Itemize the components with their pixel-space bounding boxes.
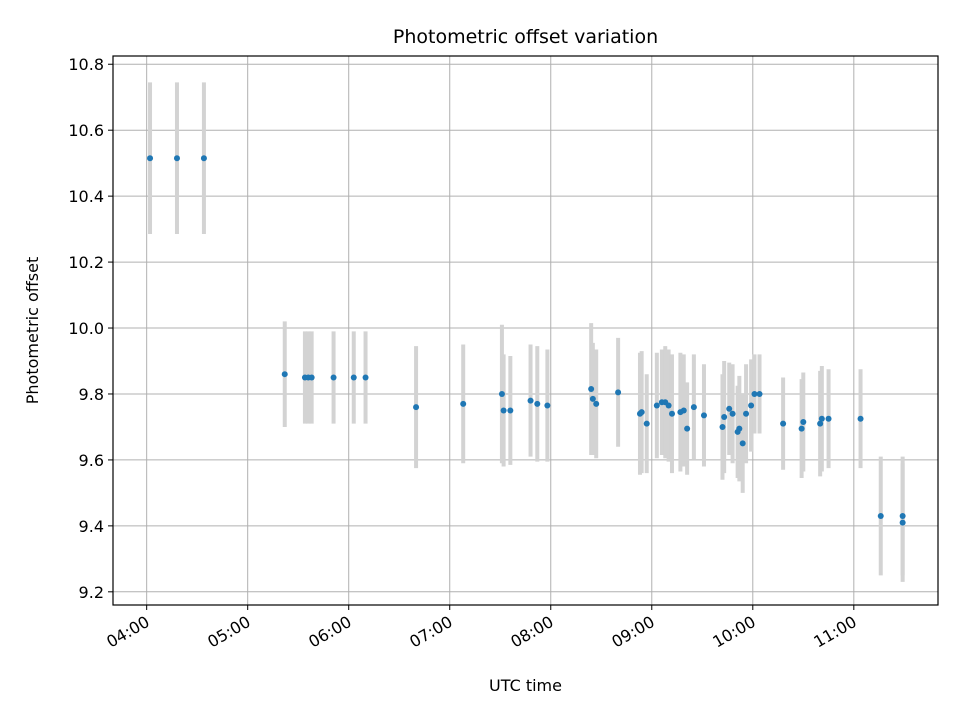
data-point bbox=[498, 390, 505, 397]
data-point bbox=[798, 425, 805, 432]
y-tick-label: 9.8 bbox=[79, 385, 104, 404]
data-point bbox=[589, 395, 596, 402]
data-point bbox=[748, 402, 755, 409]
y-tick-label: 10.4 bbox=[68, 187, 104, 206]
y-tick-label: 10.2 bbox=[68, 253, 104, 272]
data-point bbox=[281, 371, 288, 378]
y-tick-label: 10.0 bbox=[68, 319, 104, 338]
y-tick-label: 10.8 bbox=[68, 55, 104, 74]
data-point bbox=[729, 410, 736, 417]
y-tick-label: 10.6 bbox=[68, 121, 104, 140]
grid bbox=[113, 56, 938, 605]
data-point bbox=[751, 390, 758, 397]
data-point bbox=[780, 420, 787, 427]
y-tick-label: 9.4 bbox=[79, 517, 104, 536]
data-point bbox=[726, 405, 733, 412]
data-point bbox=[665, 402, 672, 409]
y-tick-label: 9.2 bbox=[79, 583, 104, 602]
data-point bbox=[684, 425, 691, 432]
data-point bbox=[818, 415, 825, 422]
data-point bbox=[739, 440, 746, 447]
y-tick-label: 9.6 bbox=[79, 451, 104, 470]
data-point bbox=[825, 415, 832, 422]
data-point bbox=[899, 519, 906, 526]
data-point bbox=[362, 374, 369, 381]
data-point bbox=[500, 407, 507, 414]
data-point bbox=[173, 155, 180, 162]
y-axis-label: Photometric offset bbox=[23, 257, 42, 405]
data-point bbox=[721, 414, 728, 421]
data-point bbox=[643, 420, 650, 427]
data-point bbox=[460, 400, 467, 407]
data-point bbox=[899, 512, 906, 519]
data-point bbox=[200, 155, 207, 162]
data-point bbox=[800, 419, 807, 425]
data-point bbox=[638, 409, 645, 416]
data-point bbox=[527, 397, 534, 404]
data-point bbox=[308, 374, 315, 381]
x-axis-label: UTC time bbox=[489, 676, 562, 695]
data-point bbox=[719, 423, 726, 430]
data-point bbox=[736, 425, 743, 432]
data-point bbox=[653, 402, 660, 409]
data-points bbox=[147, 155, 906, 526]
data-point bbox=[615, 389, 622, 396]
data-point bbox=[877, 512, 884, 519]
data-point bbox=[756, 390, 763, 397]
data-point bbox=[817, 420, 824, 427]
data-point bbox=[857, 415, 864, 422]
data-point bbox=[413, 404, 420, 411]
data-point bbox=[680, 407, 687, 414]
chart-title: Photometric offset variation bbox=[393, 26, 658, 48]
data-point bbox=[700, 412, 707, 419]
axes-frame bbox=[112, 55, 939, 606]
data-point bbox=[544, 402, 551, 409]
data-point bbox=[588, 386, 595, 393]
data-point bbox=[534, 400, 541, 407]
data-point bbox=[743, 410, 750, 417]
data-point bbox=[330, 374, 337, 381]
data-point bbox=[507, 407, 514, 414]
data-point bbox=[593, 400, 600, 407]
data-point bbox=[350, 374, 357, 381]
data-point bbox=[668, 410, 675, 417]
data-point bbox=[690, 404, 697, 411]
data-point bbox=[147, 155, 154, 162]
